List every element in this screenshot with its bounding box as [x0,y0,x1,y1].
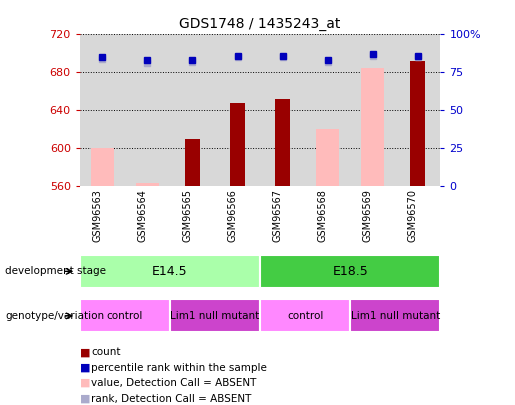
Bar [230,103,245,186]
Text: E14.5: E14.5 [152,265,188,278]
Text: ■: ■ [80,378,90,388]
Text: GSM96565: GSM96565 [182,190,193,243]
Bar [91,148,114,186]
Bar [362,68,384,186]
Bar [350,300,440,332]
Text: control: control [287,311,323,321]
Text: control: control [107,311,143,321]
Text: GSM96566: GSM96566 [228,190,237,242]
Text: GSM96563: GSM96563 [92,190,102,242]
Text: GSM96569: GSM96569 [363,190,373,242]
Text: Lim1 null mutant: Lim1 null mutant [351,311,440,321]
Text: development stage: development stage [5,266,106,276]
Text: genotype/variation: genotype/variation [5,311,104,321]
Bar [276,99,290,186]
Text: count: count [91,347,121,357]
Text: percentile rank within the sample: percentile rank within the sample [91,363,267,373]
Bar [260,300,350,332]
Text: rank, Detection Call = ABSENT: rank, Detection Call = ABSENT [91,394,251,403]
Text: ■: ■ [80,363,90,373]
Title: GDS1748 / 1435243_at: GDS1748 / 1435243_at [179,17,341,31]
Bar [80,300,170,332]
Bar [316,129,339,186]
Bar [170,300,260,332]
Text: E18.5: E18.5 [332,265,368,278]
Bar [136,183,159,186]
Bar [80,255,260,288]
Bar [260,255,440,288]
Text: GSM96570: GSM96570 [408,190,418,243]
Text: GSM96567: GSM96567 [272,190,283,243]
Text: GSM96564: GSM96564 [138,190,147,242]
Text: ■: ■ [80,394,90,403]
Text: value, Detection Call = ABSENT: value, Detection Call = ABSENT [91,378,256,388]
Text: GSM96568: GSM96568 [318,190,328,242]
Text: ■: ■ [80,347,90,357]
Bar [410,61,425,186]
Bar [185,139,200,186]
Text: Lim1 null mutant: Lim1 null mutant [170,311,260,321]
